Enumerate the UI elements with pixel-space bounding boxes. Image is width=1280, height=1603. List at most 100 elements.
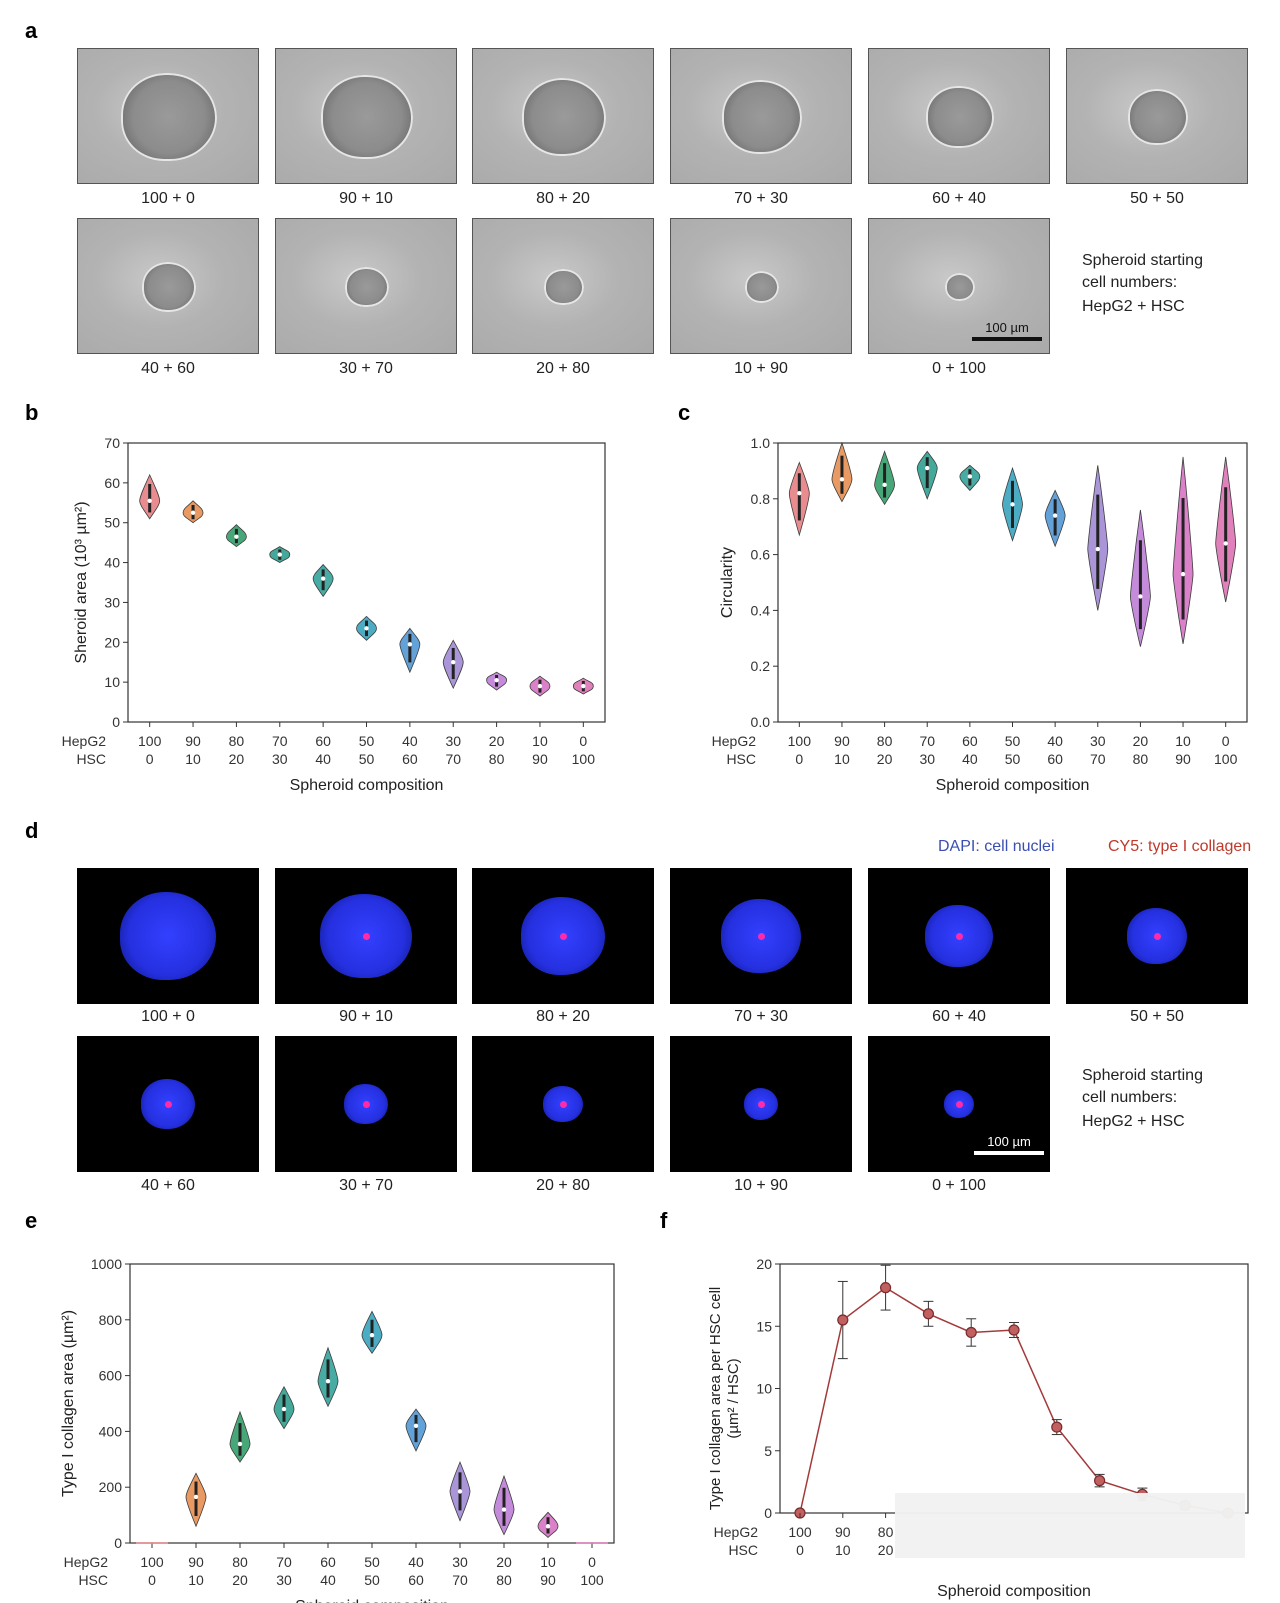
plot-frame: [779, 1263, 1249, 1514]
violin-median: [494, 677, 499, 683]
x-tick-label-hsc: 50: [364, 1572, 380, 1588]
fluorescence-image: [275, 1036, 457, 1172]
x-tick-label-hepg2: 0: [588, 1554, 596, 1570]
brightfield-image: [77, 48, 259, 184]
image-caption: 10 + 90: [734, 1177, 788, 1194]
brightfield-image: [472, 218, 654, 354]
image-caption: 80 + 20: [536, 190, 590, 207]
collagen-spot: [956, 1100, 963, 1108]
spheroid: [1128, 89, 1188, 145]
x-tick-label-hsc: 50: [359, 751, 375, 767]
x-tick-label-hsc: 90: [540, 1572, 556, 1588]
y-tick-label: 1000: [91, 1256, 122, 1272]
x-tick-label-hsc: 20: [229, 751, 245, 767]
image-caption: 90 + 10: [339, 1008, 393, 1025]
x-tick-label-hepg2: 100: [140, 1554, 164, 1570]
y-tick-label: 800: [99, 1312, 123, 1328]
y-tick-label: 20: [104, 634, 120, 650]
fluorescence-image: [670, 868, 852, 1004]
x-tick-label-hsc: 90: [1175, 751, 1191, 767]
spheroid: [320, 893, 412, 979]
x-axis-label: Spheroid composition: [295, 1598, 449, 1603]
collagen-spot: [956, 932, 963, 940]
violin-median: [537, 683, 543, 689]
row-label-hsc: HSC: [726, 751, 756, 767]
x-axis-label: Spheroid composition: [937, 1583, 1091, 1600]
x-tick-label-hsc: 20: [878, 1542, 894, 1558]
image-caption: 60 + 40: [932, 1008, 986, 1025]
x-tick-label-hepg2: 60: [320, 1554, 336, 1570]
fluorescence-image: [275, 868, 457, 1004]
fluorescence-image: [670, 1036, 852, 1172]
x-tick-label-hepg2: 80: [229, 733, 245, 749]
brightfield-image: [1066, 48, 1248, 184]
fluorescence-image: [868, 868, 1050, 1004]
series-line: [799, 1286, 1229, 1514]
x-tick-label-hepg2: 10: [532, 733, 548, 749]
panel-label-c: c: [678, 400, 691, 425]
y-tick-label: 0: [112, 714, 120, 730]
collagen-spot: [560, 932, 567, 940]
row-label-hepg2: HepG2: [714, 1524, 759, 1540]
spheroid: [344, 1083, 388, 1125]
violin-median: [839, 477, 845, 482]
x-tick-label-hsc: 80: [489, 751, 505, 767]
y-axis-label: Circularity: [719, 547, 736, 618]
image-caption: 40 + 60: [141, 1177, 195, 1194]
brightfield-image: [275, 218, 457, 354]
collagen-spot: [363, 1100, 370, 1108]
violin-median: [369, 1332, 375, 1338]
violin-median: [451, 660, 456, 665]
x-tick-label-hsc: 80: [496, 1572, 512, 1588]
data-point: [965, 1326, 977, 1339]
scale-bar-label: 100 µm: [985, 320, 1029, 335]
x-tick-label-hsc: 40: [962, 751, 978, 767]
scale-bar-label: 100 µm: [987, 1134, 1031, 1149]
spheroid: [543, 1085, 583, 1123]
fluorescence-image: [77, 1036, 259, 1172]
image-caption: 20 + 80: [536, 1177, 590, 1194]
y-tick-label: 0.2: [751, 658, 771, 674]
y-axis-label: Sheroid area (10³ µm²): [73, 501, 90, 663]
violin-median: [882, 482, 887, 488]
y-tick-label: 0.0: [751, 714, 771, 730]
x-tick-label-hepg2: 50: [364, 1554, 380, 1570]
collagen-spot: [758, 1100, 765, 1108]
x-tick-label-hepg2: 60: [962, 733, 978, 749]
image-caption: 60 + 40: [932, 190, 986, 207]
x-tick-label-hepg2: 40: [1047, 733, 1063, 749]
x-tick-label-hsc: 20: [232, 1572, 248, 1588]
violin-median: [320, 576, 326, 581]
x-tick-label-hepg2: 100: [788, 733, 812, 749]
x-tick-label-hepg2: 90: [185, 733, 201, 749]
y-tick-label: 1.0: [751, 435, 771, 451]
violin-median: [501, 1507, 507, 1512]
violin-median: [193, 1494, 199, 1500]
violin-median: [925, 465, 930, 471]
collagen-spot: [560, 1100, 567, 1108]
y-tick-label: 0.8: [751, 491, 771, 507]
image-caption: 10 + 90: [734, 360, 788, 377]
brightfield-image: [77, 218, 259, 354]
violin-median: [277, 552, 282, 557]
x-tick-label-hepg2: 90: [188, 1554, 204, 1570]
image-caption: 50 + 50: [1130, 190, 1184, 207]
violin-median: [457, 1489, 463, 1494]
x-tick-label-hsc: 90: [532, 751, 548, 767]
violin-median: [407, 642, 413, 647]
violin-median: [413, 1423, 419, 1429]
violin-median: [325, 1378, 331, 1384]
scale-bar-line: [972, 337, 1042, 341]
legend-line: HepG2 + HSC: [1082, 298, 1185, 315]
x-tick-label-hepg2: 20: [496, 1554, 512, 1570]
x-tick-label-hsc: 10: [188, 1572, 204, 1588]
x-axis-label: Spheroid composition: [290, 777, 444, 794]
x-tick-label-hepg2: 70: [276, 1554, 292, 1570]
violin-median: [147, 498, 152, 503]
row-label-hepg2: HepG2: [64, 1554, 109, 1570]
x-tick-label-hepg2: 10: [1175, 733, 1191, 749]
x-tick-label-hepg2: 60: [315, 733, 331, 749]
plot-frame: [127, 442, 606, 723]
chart-f: 0 5 10 15 20 Type I collagen area per HSC cel…: [707, 1256, 1249, 1600]
x-tick-label-hepg2: 50: [1005, 733, 1021, 749]
